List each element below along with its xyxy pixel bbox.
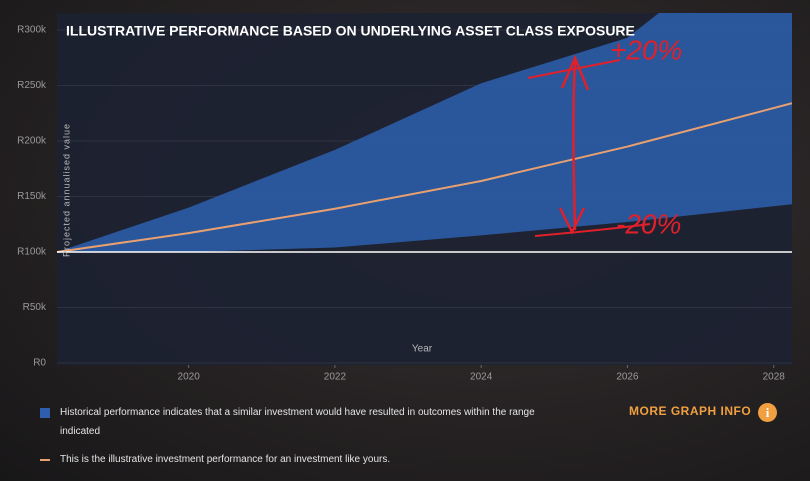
- legend-entry: This is the illustrative investment perf…: [60, 454, 391, 465]
- x-tick-label: 2022: [324, 372, 347, 383]
- x-tick-label: 2020: [178, 372, 201, 383]
- y-tick-label: R100k: [17, 247, 47, 258]
- y-tick-label: R300k: [17, 25, 47, 36]
- chart: ILLUSTRATIVE PERFORMANCE BASED ON UNDERL…: [17, 13, 792, 383]
- info-icon[interactable]: i: [758, 403, 777, 422]
- y-tick-label: R50k: [23, 302, 47, 313]
- x-tick-label: 2028: [763, 372, 786, 383]
- annotation: +20%: [610, 34, 682, 65]
- legend-entry: Historical performance indicates that a …: [60, 407, 535, 437]
- y-tick-label: R0: [33, 358, 46, 369]
- x-tick-label: 2024: [470, 372, 493, 383]
- x-tick-label: 2026: [616, 372, 639, 383]
- annotation: -20%: [616, 208, 681, 239]
- x-axis-label: Year: [412, 344, 433, 355]
- performance-line: [57, 102, 792, 253]
- y-axis-label: Projected annualised value: [61, 123, 71, 257]
- legend-swatch: [40, 408, 50, 418]
- range-band: [57, 13, 792, 252]
- more-info-link[interactable]: MORE GRAPH INFO: [629, 404, 752, 418]
- legend-swatch: [40, 459, 50, 461]
- y-tick-label: R200k: [17, 136, 47, 147]
- chart-title: ILLUSTRATIVE PERFORMANCE BASED ON UNDERL…: [66, 23, 635, 39]
- annotation-stroke: [527, 59, 651, 237]
- y-tick-label: R250k: [17, 80, 47, 91]
- y-tick-label: R150k: [17, 191, 47, 202]
